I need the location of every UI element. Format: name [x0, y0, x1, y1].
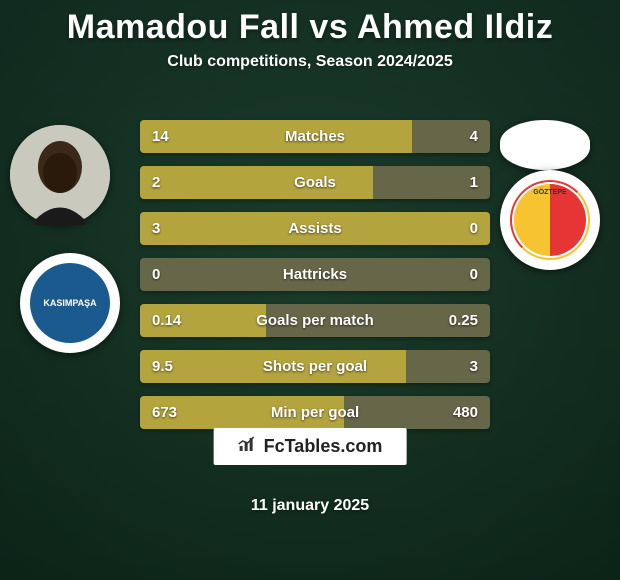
- club2-short: GÖZTEPE: [533, 187, 567, 196]
- stat-value-left: 9.5: [152, 358, 173, 375]
- chart-icon: [238, 436, 258, 457]
- club1-short: KASIMPAŞA: [43, 298, 96, 308]
- stat-value-left: 673: [152, 404, 177, 421]
- stat-row: 0.14 Goals per match 0.25: [140, 304, 490, 337]
- stat-value-right: 0: [470, 266, 478, 283]
- subtitle: Club competitions, Season 2024/2025: [0, 53, 620, 71]
- person-icon: [10, 125, 110, 225]
- stat-value-right: 0.25: [449, 312, 478, 329]
- watermark[interactable]: FcTables.com: [214, 428, 407, 465]
- stat-label: Assists: [288, 220, 341, 237]
- club-badge-icon: KASIMPAŞA: [30, 263, 110, 343]
- stat-label: Shots per goal: [263, 358, 367, 375]
- player2-name: Ahmed Ildiz: [357, 8, 553, 46]
- stat-row: 9.5 Shots per goal 3: [140, 350, 490, 383]
- stat-row: 0 Hattricks 0: [140, 258, 490, 291]
- stats-container: 14 Matches 4 2 Goals 1 3 Assists 0 0 Hattricks 0 0.1…: [140, 120, 490, 429]
- stat-value-right: 480: [453, 404, 478, 421]
- header: Mamadou Fall vs Ahmed Ildiz Club competi…: [0, 0, 620, 71]
- stat-value-left: 14: [152, 128, 169, 145]
- bar-left: [140, 166, 373, 199]
- stat-value-left: 3: [152, 220, 160, 237]
- stat-label: Min per goal: [271, 404, 359, 421]
- bar-left: [140, 120, 412, 153]
- vs-text: vs: [309, 8, 348, 46]
- stat-label: Hattricks: [283, 266, 347, 283]
- stat-row: 2 Goals 1: [140, 166, 490, 199]
- watermark-label: FcTables.com: [264, 436, 383, 457]
- player1-portrait: [10, 125, 110, 225]
- date-label: 11 january 2025: [251, 497, 369, 515]
- stat-label: Matches: [285, 128, 345, 145]
- stat-value-left: 0: [152, 266, 160, 283]
- stat-value-right: 0: [470, 220, 478, 237]
- stat-label: Goals per match: [256, 312, 374, 329]
- player1-club-logo: KASIMPAŞA: [20, 253, 120, 353]
- player2-club-logo: GÖZTEPE: [500, 170, 600, 270]
- stat-label: Goals: [294, 174, 336, 191]
- stat-row: 14 Matches 4: [140, 120, 490, 153]
- stat-value-left: 0.14: [152, 312, 181, 329]
- stat-value-right: 1: [470, 174, 478, 191]
- club-badge-icon: GÖZTEPE: [510, 180, 590, 260]
- stat-row: 673 Min per goal 480: [140, 396, 490, 429]
- stat-value-right: 3: [470, 358, 478, 375]
- player2-portrait: [500, 120, 590, 170]
- stat-value-right: 4: [470, 128, 478, 145]
- stat-row: 3 Assists 0: [140, 212, 490, 245]
- stat-value-left: 2: [152, 174, 160, 191]
- player1-name: Mamadou Fall: [67, 8, 300, 46]
- comparison-title: Mamadou Fall vs Ahmed Ildiz: [0, 8, 620, 47]
